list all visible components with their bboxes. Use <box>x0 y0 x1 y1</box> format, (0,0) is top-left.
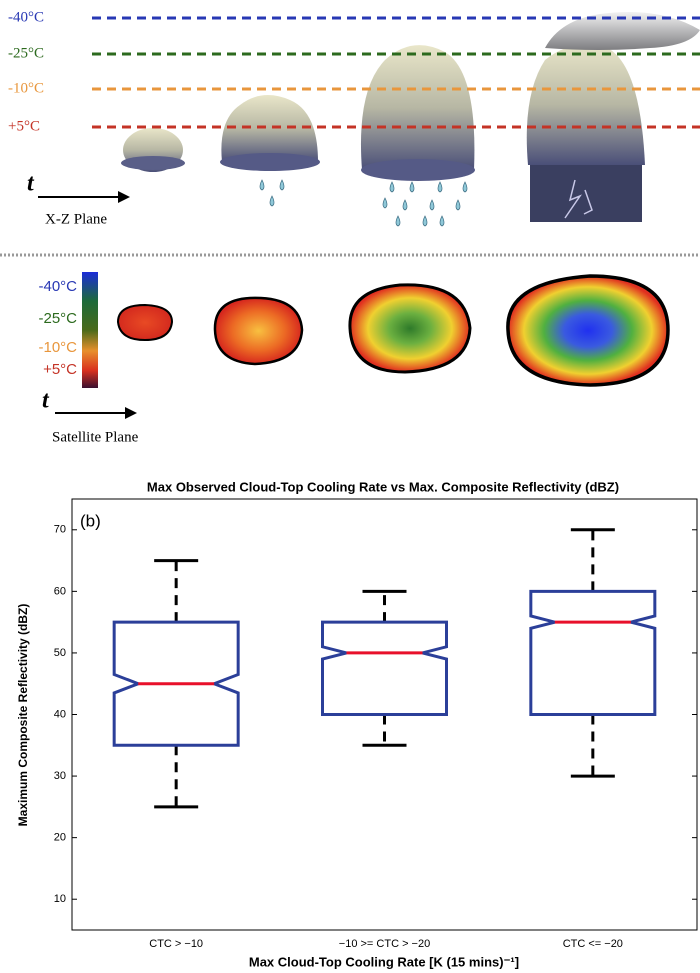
temperature-label: -25°C <box>8 45 44 61</box>
time-symbol: t <box>27 171 35 197</box>
chart-title: Max Observed Cloud-Top Cooling Rate vs M… <box>147 479 619 494</box>
illustration: t X-Z Plane t Satellite Plane <box>0 12 700 445</box>
time-arrow <box>38 191 137 419</box>
y-tick-label: 50 <box>54 647 66 659</box>
colorbar-label: -25°C <box>38 310 77 327</box>
y-tick-label: 60 <box>54 585 66 597</box>
x-tick-label: −10 >= CTC > −20 <box>339 938 430 950</box>
colorbar-label: -10°C <box>38 339 77 356</box>
satellite-label: Satellite Plane <box>52 429 139 445</box>
blob <box>348 283 472 374</box>
panel-label: (b) <box>80 511 101 530</box>
y-tick-label: 20 <box>54 832 66 844</box>
temperature-label: -40°C <box>8 9 44 25</box>
temperature-label: +5°C <box>8 118 40 134</box>
temperature-label: -10°C <box>8 80 44 96</box>
box <box>321 620 448 716</box>
x-axis-label: Max Cloud-Top Cooling Rate [K (15 mins)⁻… <box>249 954 519 969</box>
y-tick-label: 70 <box>54 524 66 536</box>
raindrops <box>259 179 468 227</box>
blob <box>506 274 670 387</box>
y-tick-label: 10 <box>54 893 66 905</box>
xz-label: X-Z Plane <box>45 211 107 227</box>
cloud-storm <box>526 12 700 222</box>
blob <box>116 303 174 342</box>
y-axis-label: Maximum Composite Reflectivity (dBZ) <box>16 604 30 827</box>
box <box>529 589 657 716</box>
blob <box>213 296 304 366</box>
y-tick-label: 40 <box>54 708 66 720</box>
cloud-medium <box>220 95 320 171</box>
x-tick-label: CTC > −10 <box>149 938 203 950</box>
y-tick-label: 30 <box>54 770 66 782</box>
cloud-large <box>360 45 475 181</box>
cloud-small <box>121 128 185 172</box>
x-tick-label: CTC <= −20 <box>563 938 623 950</box>
colorbar-label: +5°C <box>43 361 77 378</box>
colorbar-label: -40°C <box>38 278 77 295</box>
time-symbol: t <box>42 388 50 414</box>
colorbar <box>82 272 98 388</box>
